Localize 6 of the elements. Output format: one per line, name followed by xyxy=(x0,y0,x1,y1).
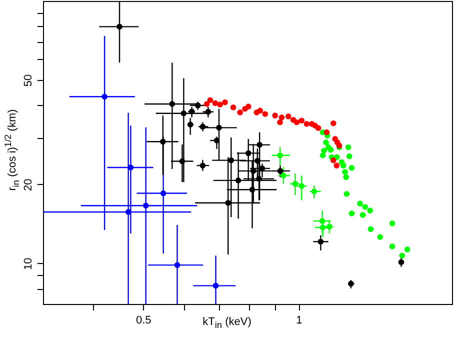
y-tick-label: 20 xyxy=(22,178,34,192)
y-tick-label: 50 xyxy=(22,74,34,87)
y-tick-label: 10 xyxy=(22,258,34,270)
x-tick-label: 1 xyxy=(296,314,302,326)
x-tick-label: 0.5 xyxy=(136,314,152,326)
x-axis-title: kT$_{in}$ (keV) xyxy=(202,316,252,330)
